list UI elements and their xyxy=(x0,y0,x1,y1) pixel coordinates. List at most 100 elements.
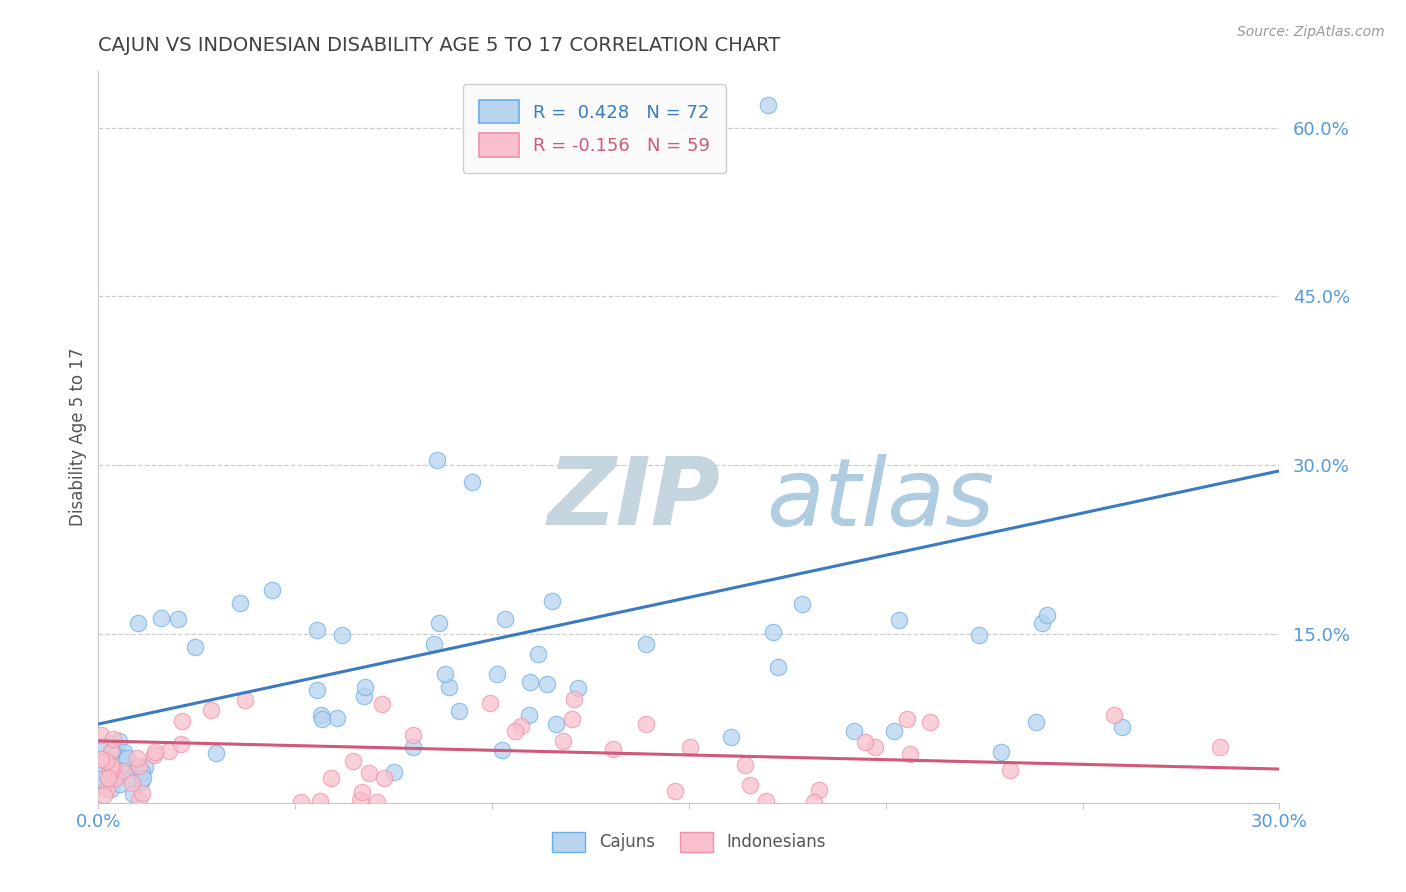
Text: CAJUN VS INDONESIAN DISABILITY AGE 5 TO 17 CORRELATION CHART: CAJUN VS INDONESIAN DISABILITY AGE 5 TO … xyxy=(98,36,780,54)
Point xyxy=(170,737,193,751)
Point xyxy=(366,795,388,809)
Point xyxy=(479,696,502,710)
Point xyxy=(108,777,131,791)
Point xyxy=(602,742,624,756)
Point xyxy=(325,711,347,725)
Point xyxy=(887,613,910,627)
Point xyxy=(100,781,122,796)
Point xyxy=(228,596,250,610)
Point xyxy=(100,744,122,758)
Point xyxy=(97,771,120,785)
Point xyxy=(115,751,138,765)
Point xyxy=(235,692,257,706)
Point xyxy=(402,728,425,742)
Point xyxy=(401,739,423,754)
Point xyxy=(305,623,328,637)
Point xyxy=(105,771,128,785)
Point xyxy=(844,724,866,739)
Text: ZIP: ZIP xyxy=(547,453,720,545)
Point xyxy=(433,667,456,681)
Point xyxy=(309,707,332,722)
Point xyxy=(422,637,444,651)
Point xyxy=(969,627,991,641)
Point xyxy=(97,757,120,772)
Point xyxy=(90,739,112,754)
Point xyxy=(536,677,558,691)
Point xyxy=(519,674,541,689)
Point xyxy=(803,795,825,809)
Point xyxy=(89,772,111,786)
Point xyxy=(1102,708,1125,723)
Point xyxy=(91,780,114,795)
Point xyxy=(96,782,118,797)
Point xyxy=(527,647,550,661)
Point xyxy=(1025,715,1047,730)
Point xyxy=(561,712,583,726)
Point xyxy=(120,771,142,785)
Point xyxy=(342,754,364,768)
Point xyxy=(510,719,533,733)
Point xyxy=(544,717,567,731)
Point xyxy=(494,612,516,626)
Point xyxy=(90,728,112,742)
Point xyxy=(353,690,375,704)
Point xyxy=(426,452,449,467)
Text: Source: ZipAtlas.com: Source: ZipAtlas.com xyxy=(1237,25,1385,39)
Point xyxy=(865,740,887,755)
Point xyxy=(128,759,150,773)
Point xyxy=(762,625,785,640)
Point xyxy=(132,771,155,785)
Point xyxy=(170,714,193,728)
Point xyxy=(353,680,375,694)
Point xyxy=(311,713,333,727)
Point xyxy=(101,731,124,746)
Point xyxy=(679,739,702,754)
Point xyxy=(883,724,905,739)
Point xyxy=(664,784,686,798)
Point xyxy=(371,698,394,712)
Point xyxy=(918,714,941,729)
Point xyxy=(1209,739,1232,754)
Point xyxy=(321,771,343,785)
Point xyxy=(720,730,742,744)
Point xyxy=(112,745,135,759)
Point xyxy=(740,778,762,792)
Point xyxy=(998,763,1021,777)
Point xyxy=(896,712,918,726)
Point xyxy=(90,752,112,766)
Point xyxy=(503,724,526,739)
Point xyxy=(636,716,658,731)
Point xyxy=(898,747,921,761)
Point xyxy=(111,763,134,777)
Point xyxy=(330,628,353,642)
Point xyxy=(855,735,877,749)
Point xyxy=(755,794,778,808)
Point xyxy=(200,703,222,717)
Point xyxy=(111,750,134,764)
Point xyxy=(427,615,450,630)
Y-axis label: Disability Age 5 to 17: Disability Age 5 to 17 xyxy=(69,348,87,526)
Point xyxy=(112,764,135,778)
Point xyxy=(551,734,574,748)
Point xyxy=(131,765,153,780)
Point xyxy=(149,611,172,625)
Point xyxy=(990,746,1012,760)
Point xyxy=(517,707,540,722)
Point xyxy=(540,593,562,607)
Point xyxy=(491,743,513,757)
Point xyxy=(359,765,381,780)
Point xyxy=(290,795,312,809)
Point xyxy=(96,754,118,768)
Point xyxy=(756,98,779,112)
Point xyxy=(183,640,205,654)
Point xyxy=(636,638,658,652)
Point xyxy=(349,793,371,807)
Point xyxy=(131,786,153,800)
Point xyxy=(350,785,373,799)
Point xyxy=(166,612,188,626)
Point xyxy=(461,475,484,489)
Point xyxy=(93,789,115,803)
Point xyxy=(101,744,124,758)
Point xyxy=(98,764,121,779)
Point xyxy=(485,666,508,681)
